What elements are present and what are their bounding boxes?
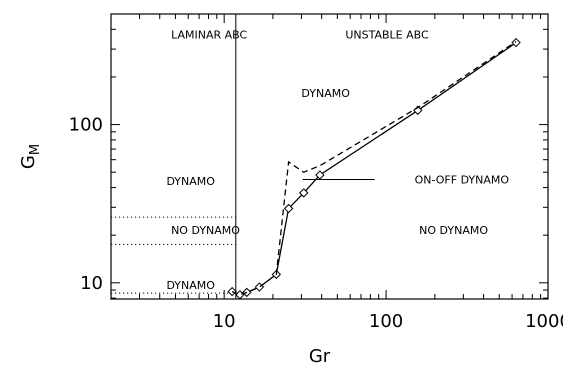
region-label: LAMINAR ABC <box>171 29 247 42</box>
dashed-series-line <box>231 40 517 296</box>
data-point-diamond <box>299 188 309 198</box>
region-label: DYNAMO <box>301 87 350 100</box>
plot-content: LAMINAR ABC UNSTABLE ABC DYNAMO DYNAMO NO DY… <box>111 14 521 300</box>
y-axis-title: GM <box>18 144 43 169</box>
y-axis-title-main: G <box>18 155 39 169</box>
region-label: NO DYNAMO <box>419 224 488 237</box>
axis-ticks <box>110 13 549 299</box>
region-label: DYNAMO <box>166 279 215 292</box>
y-axis-title-subscript: M <box>28 144 43 155</box>
y-tick-label: 10 <box>80 273 103 294</box>
y-tick-label: 100 <box>69 115 103 136</box>
axis-tick-labels: 10 100 1000 10 100 <box>69 115 563 332</box>
region-label: ON-OFF DYNAMO <box>415 173 510 186</box>
solid-series-line <box>231 42 517 296</box>
x-axis-title: Gr <box>309 346 331 367</box>
data-point-diamond <box>511 37 521 48</box>
x-tick-label: 10 <box>213 311 236 332</box>
region-label: NO DYNAMO <box>171 224 240 237</box>
x-tick-label: 100 <box>369 311 403 332</box>
data-point-diamond <box>283 203 294 214</box>
region-label: UNSTABLE ABC <box>345 29 429 42</box>
plot-frame <box>110 13 549 300</box>
x-tick-label: 1000 <box>525 311 563 332</box>
region-label: DYNAMO <box>166 175 215 188</box>
